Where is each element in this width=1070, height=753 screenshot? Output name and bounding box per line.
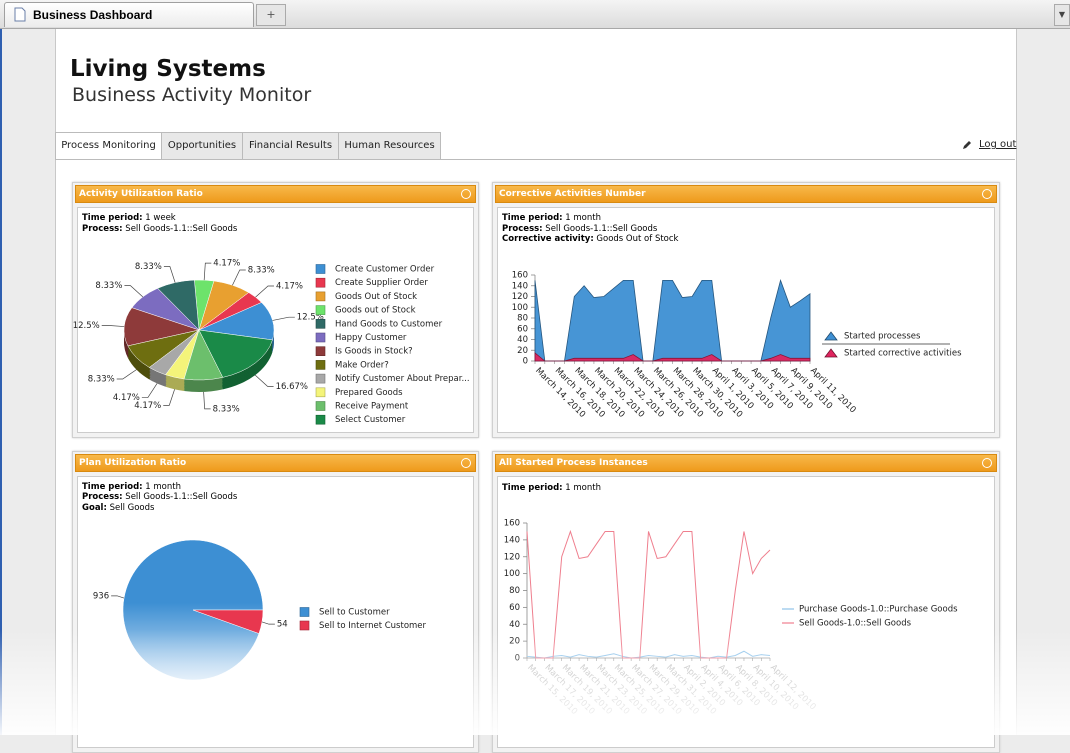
tab[interactable]: Opportunities [161, 132, 243, 160]
meta-value: Sell Goods [109, 503, 155, 513]
panel-header: Corrective Activities Number [495, 185, 997, 203]
panel-title: All Started Process Instances [499, 458, 648, 468]
tab-menu-button[interactable]: ▼ [1054, 4, 1070, 26]
panel-body: Time period: 1 month Process: Sell Goods… [497, 207, 995, 433]
refresh-icon[interactable] [982, 189, 992, 199]
tab[interactable]: Human Resources [338, 132, 441, 160]
meta-label: Corrective activity: [502, 234, 594, 244]
meta-value: 1 month [145, 482, 181, 492]
refresh-icon[interactable] [461, 189, 471, 199]
window-edge [0, 29, 2, 735]
tab-divider [55, 159, 1015, 160]
panel-title: Activity Utilization Ratio [79, 189, 203, 199]
tab[interactable]: Process Monitoring [55, 132, 162, 160]
panel-body: Time period: 1 month Process: Sell Goods… [77, 476, 474, 748]
meta-label: Time period: [502, 483, 563, 493]
refresh-icon[interactable] [461, 458, 471, 468]
meta-value: Sell Goods-1.1::Sell Goods [125, 224, 238, 234]
panel-body: Time period: 1 month [497, 476, 995, 748]
meta-line: Time period: 1 month [82, 482, 181, 492]
panel: All Started Process Instances Time perio… [492, 451, 1000, 753]
logout-link[interactable]: Log out [979, 139, 1017, 150]
browser-tab-bar: Business Dashboard + ▼ [0, 0, 1070, 29]
meta-label: Process: [82, 492, 123, 502]
meta-line: Process: Sell Goods-1.1::Sell Goods [502, 224, 657, 234]
meta-line: Time period: 1 month [502, 483, 601, 493]
meta-label: Process: [82, 224, 123, 234]
meta-line: Process: Sell Goods-1.1::Sell Goods [82, 492, 237, 502]
meta-value: Sell Goods-1.1::Sell Goods [545, 224, 658, 234]
meta-label: Process: [502, 224, 543, 234]
meta-value: 1 week [145, 213, 176, 223]
meta-value: Sell Goods-1.1::Sell Goods [125, 492, 238, 502]
panel-title: Plan Utilization Ratio [79, 458, 187, 468]
panel: Activity Utilization Ratio Time period: … [72, 182, 479, 438]
meta-value: 1 month [565, 213, 601, 223]
meta-line: Process: Sell Goods-1.1::Sell Goods [82, 224, 237, 234]
browser-tab[interactable]: Business Dashboard [4, 2, 254, 27]
panel-header: Activity Utilization Ratio [75, 185, 476, 203]
panel-title: Corrective Activities Number [499, 189, 646, 199]
page-icon [14, 7, 26, 22]
refresh-icon[interactable] [982, 458, 992, 468]
meta-label: Time period: [82, 482, 143, 492]
meta-label: Time period: [82, 213, 143, 223]
meta-value: 1 month [565, 483, 601, 493]
meta-line: Corrective activity: Goods Out of Stock [502, 234, 678, 244]
panel-body: Time period: 1 week Process: Sell Goods-… [77, 207, 474, 433]
meta-line: Time period: 1 week [82, 213, 176, 223]
panel: Plan Utilization Ratio Time period: 1 mo… [72, 451, 479, 753]
panel-header: Plan Utilization Ratio [75, 454, 476, 472]
panel-header: All Started Process Instances [495, 454, 997, 472]
panel: Corrective Activities Number Time period… [492, 182, 1000, 438]
tab-title: Business Dashboard [33, 8, 153, 22]
app-subtitle: Business Activity Monitor [72, 84, 312, 106]
meta-label: Time period: [502, 213, 563, 223]
meta-value: Goods Out of Stock [596, 234, 679, 244]
meta-line: Goal: Sell Goods [82, 503, 154, 513]
app-title: Living Systems [70, 56, 266, 82]
new-tab-button[interactable]: + [256, 4, 286, 26]
tab[interactable]: Financial Results [242, 132, 339, 160]
meta-label: Goal: [82, 503, 107, 513]
pencil-icon [963, 141, 971, 149]
meta-line: Time period: 1 month [502, 213, 601, 223]
